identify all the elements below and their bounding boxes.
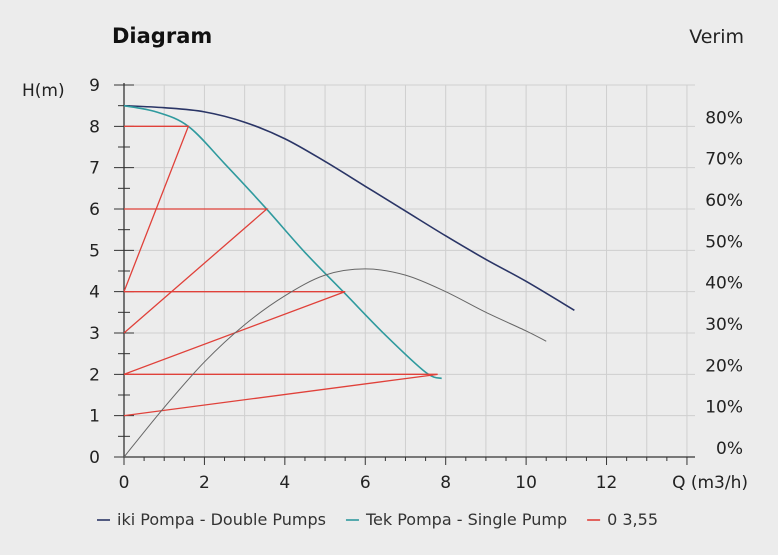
x-tick-label: 4: [279, 473, 290, 493]
axes: [114, 83, 695, 465]
y2-tick-label: 60%: [705, 191, 743, 211]
chart-title: Diagram: [112, 24, 212, 48]
y-tick-label: 3: [89, 324, 100, 344]
y-tick-label: 7: [89, 159, 100, 179]
series-line-0: [123, 104, 575, 311]
x-tick-label: 0: [119, 473, 130, 493]
grid: [124, 84, 695, 457]
legend: iki Pompa - Double Pumps Tek Pompa - Sing…: [97, 510, 658, 529]
y-tick-label: 0: [89, 448, 100, 468]
legend-label: Tek Pompa - Single Pump: [365, 510, 567, 529]
y2-tick-label: 70%: [705, 150, 743, 170]
series-line-1: [123, 104, 442, 380]
y2-tick-label: 30%: [705, 315, 743, 335]
x-axis-label: Q (m3/h): [672, 473, 748, 493]
y2-tick-label: 10%: [705, 398, 743, 418]
efficiency-curve: [123, 268, 547, 458]
x-tick-label: 12: [596, 473, 618, 493]
y-tick-label: 4: [89, 283, 100, 303]
y-tick-label: 1: [89, 407, 100, 427]
y-tick-label: 9: [89, 76, 100, 96]
legend-label: 0 3,55: [607, 510, 658, 529]
series-lines: [123, 104, 575, 458]
y-tick-label: 6: [89, 200, 100, 220]
y2-tick-label: 20%: [705, 356, 743, 376]
reference-line-segment: [123, 291, 346, 375]
y2-tick-label: 0%: [716, 439, 743, 459]
reference-line-segment: [123, 373, 438, 417]
legend-label: iki Pompa - Double Pumps: [117, 510, 326, 529]
x-tick-label: 8: [440, 473, 451, 493]
y2-tick-label: 40%: [705, 274, 743, 294]
y-tick-label: 2: [89, 365, 100, 385]
y-axis-label: H(m): [22, 81, 65, 101]
right-axis-title: Verim: [689, 26, 744, 48]
reference-line-segment: [123, 208, 269, 334]
y-tick-label: 8: [89, 117, 100, 137]
x-tick-label: 10: [515, 473, 537, 493]
reference-line-segment: [123, 125, 190, 292]
x-tick-label: 2: [199, 473, 210, 493]
y-tick-label: 5: [89, 241, 100, 261]
x-tick-label: 6: [360, 473, 371, 493]
y2-tick-label: 80%: [705, 108, 743, 128]
y2-tick-label: 50%: [705, 232, 743, 252]
